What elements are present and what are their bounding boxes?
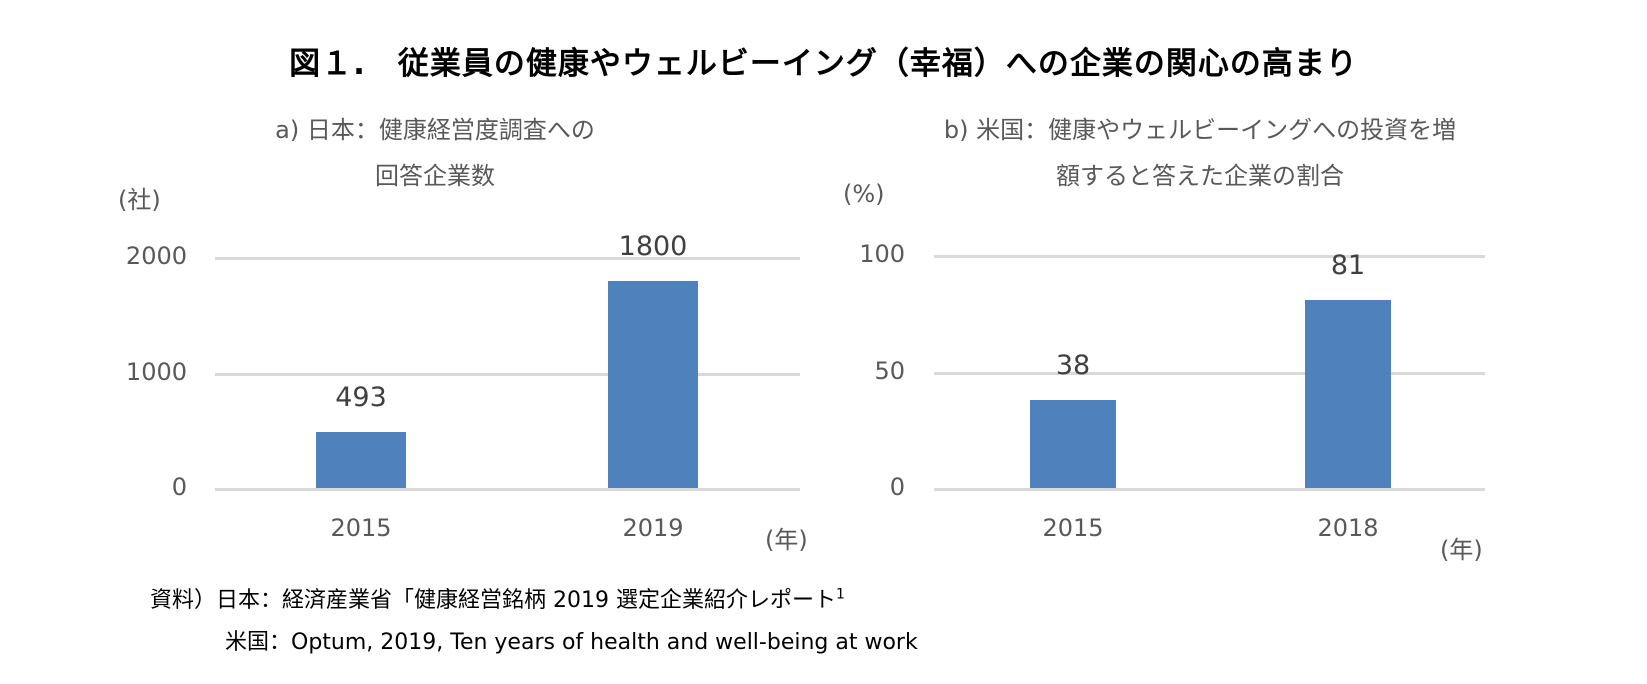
chart-a-title-line1: a) 日本：健康経営度調査への <box>275 116 595 144</box>
chart-a-xtick-label-2015: 2015 <box>330 514 392 542</box>
chart-b-xtick-label-2018: 2018 <box>1317 514 1379 542</box>
chart-a-xtick-label-2019: 2019 <box>622 514 684 542</box>
chart-a-title-line2: 回答企業数 <box>375 162 495 190</box>
chart-a-bar-2019 <box>608 281 698 488</box>
chart-b-ytick-label-2: 100 <box>859 240 905 268</box>
chart-a-unit-label: (社) <box>118 186 161 214</box>
chart-a-gridline-0 <box>215 488 800 491</box>
chart-a-data-label-2019: 1800 <box>618 231 688 263</box>
chart-a-data-label-2015: 493 <box>335 382 387 414</box>
source-line-1: 資料）日本：経済産業省「健康経営銘柄 2019 選定企業紹介レポート1 <box>150 582 845 614</box>
chart-a-xunit-label: (年) <box>765 526 808 554</box>
chart-b-gridline-0 <box>934 488 1485 491</box>
chart-a-ytick-label-0: 0 <box>171 473 187 501</box>
figure-title: 図１. 従業員の健康やウェルビーイング（幸福）への企業の関心の高まり <box>289 46 1358 82</box>
chart-b-title: b) 米国：健康やウェルビーイングへの投資を増 額すると答えた企業の割合 <box>890 107 1510 199</box>
chart-a-gridline-1 <box>215 372 800 376</box>
chart-b-ytick-label-1: 50 <box>874 356 905 385</box>
chart-b-xunit-label: (年) <box>1440 536 1483 564</box>
chart-b-bar-2015 <box>1030 400 1116 488</box>
chart-a-gridline-2 <box>215 257 800 260</box>
chart-b-bar-2018 <box>1305 300 1391 488</box>
chart-b-title-line2: 額すると答えた企業の割合 <box>1056 162 1344 190</box>
chart-a-title: a) 日本：健康経営度調査への 回答企業数 <box>200 107 670 199</box>
chart-b-ytick-label-0: 0 <box>889 473 905 501</box>
chart-b-gridline-1 <box>934 371 1485 375</box>
chart-b-xtick-label-2015: 2015 <box>1042 514 1104 542</box>
source-line-2: 米国：Optum, 2019, Ten years of health and … <box>225 630 918 655</box>
chart-b-title-line1: b) 米国：健康やウェルビーイングへの投資を増 <box>943 116 1457 144</box>
chart-a-bar-2015 <box>316 432 406 488</box>
chart-b-gridline-2 <box>934 255 1485 258</box>
source-text-1: 資料）日本：経済産業省「健康経営銘柄 2019 選定企業紹介レポート <box>150 588 836 613</box>
chart-a-ytick-label-1: 1000 <box>125 357 187 386</box>
chart-a-ytick-label-2: 2000 <box>125 242 187 270</box>
source-footnote-mark: 1 <box>835 586 845 603</box>
chart-b-data-label-2015: 38 <box>1055 350 1091 382</box>
chart-b-unit-label: (%) <box>843 180 885 208</box>
chart-b-data-label-2018: 81 <box>1330 250 1366 282</box>
